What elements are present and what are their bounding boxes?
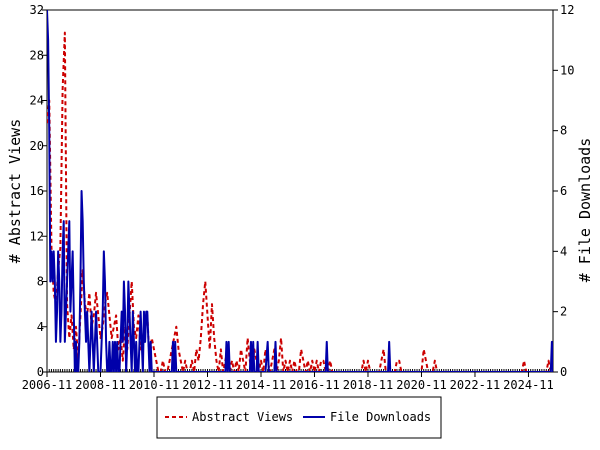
x-tick-label: 2014-11 [236,378,287,392]
x-tick-label: 2020-11 [396,378,447,392]
x-tick-label: 2022-11 [450,378,501,392]
x-tick-label: 2008-11 [75,378,126,392]
y2-tick-label: 6 [560,184,567,198]
legend-label-file-downloads: File Downloads [330,410,431,424]
y-tick-label: 0 [37,365,44,379]
y-tick-label: 16 [30,184,44,198]
x-tick-label: 2006-11 [22,378,73,392]
x-tick-label: 2024-11 [503,378,554,392]
y2-tick-label: 10 [560,63,574,77]
y-tick-label: 24 [30,94,44,108]
y2-tick-label: 0 [560,365,567,379]
x-tick-label: 2012-11 [182,378,233,392]
x-tick-label: 2016-11 [289,378,340,392]
x-tick-label: 2010-11 [129,378,180,392]
y2-tick-label: 8 [560,124,567,138]
y-tick-label: 12 [30,229,44,243]
y-tick-label: 32 [30,3,44,17]
y-tick-label: 8 [37,275,44,289]
y2-tick-label: 2 [560,305,567,319]
x-tick-label: 2018-11 [343,378,394,392]
y-axis-title-left: # Abstract Views [6,119,24,264]
y2-tick-label: 12 [560,3,574,17]
series-line-file-downloads [47,10,553,372]
series-layer [47,10,553,372]
y-tick-label: 28 [30,48,44,62]
x-axis: 2006-11 2008-11 2010-11 2012-11 2014-11 2016-… [22,372,554,392]
y2-tick-label: 4 [560,244,567,258]
plot-area [46,9,554,373]
y-axis-right: 0 2 4 6 8 10 12 [553,3,574,379]
legend-label-abstract-views: Abstract Views [192,410,293,424]
legend: Abstract Views File Downloads [156,396,442,439]
y-tick-label: 4 [37,320,44,334]
legend-box [156,396,442,439]
y-axis-title-right: # File Downloads [576,138,594,283]
y-axis-left: 0 4 8 12 16 20 24 28 32 [30,3,47,379]
y-tick-label: 20 [30,139,44,153]
